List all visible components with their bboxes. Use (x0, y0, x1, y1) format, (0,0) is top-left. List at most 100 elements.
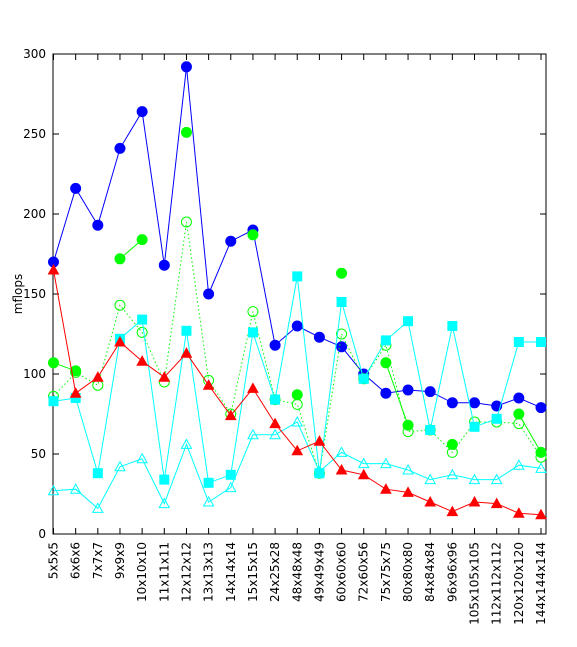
data-point (180, 438, 193, 449)
series-6 (47, 263, 547, 520)
y-tick-label: 100 (23, 367, 46, 381)
data-point (269, 339, 281, 351)
series-line (53, 221, 542, 474)
data-point (335, 463, 348, 475)
data-point (291, 444, 304, 456)
data-point (225, 469, 236, 480)
data-point (92, 219, 104, 231)
x-tick-label: 105x105x105 (468, 542, 482, 625)
data-point (70, 393, 81, 403)
data-point (136, 326, 148, 338)
data-point (313, 435, 326, 446)
data-point (513, 408, 525, 420)
data-point (357, 457, 370, 469)
y-tick-label: 150 (23, 287, 46, 301)
data-point (424, 386, 436, 398)
data-point (513, 337, 524, 347)
data-point (47, 263, 60, 275)
data-point (402, 384, 414, 396)
data-point (180, 126, 192, 138)
data-point (158, 497, 171, 509)
data-point (535, 451, 547, 463)
data-point (247, 306, 259, 318)
data-point (447, 321, 458, 331)
data-point (291, 398, 303, 410)
data-point (225, 235, 237, 247)
data-point (114, 142, 126, 154)
data-point (180, 216, 192, 228)
data-point (314, 468, 325, 479)
data-point (336, 297, 347, 307)
data-point (402, 486, 414, 497)
data-point (158, 371, 171, 382)
data-point (313, 331, 325, 343)
x-tick-label: 9x9x9 (113, 542, 127, 579)
x-tick-label: 7x7x7 (91, 542, 105, 579)
data-point (269, 417, 281, 429)
data-point (535, 508, 547, 520)
x-tick-label: 96x96x96 (445, 542, 459, 602)
data-point (202, 495, 215, 507)
series-4 (48, 271, 546, 488)
data-point (490, 497, 503, 509)
data-point (535, 402, 547, 414)
data-point (513, 392, 525, 404)
data-point (114, 460, 126, 472)
y-tick-label: 200 (23, 207, 46, 221)
data-point (114, 253, 126, 265)
data-point (336, 328, 348, 340)
x-tick-label: 15x15x15 (246, 542, 260, 602)
data-point (491, 413, 502, 424)
x-tick-label: 24x25x28 (268, 542, 282, 602)
series-2 (48, 126, 547, 458)
data-point (91, 502, 104, 513)
data-point (159, 474, 170, 485)
data-point (158, 259, 170, 271)
data-point (202, 379, 215, 390)
x-tick-label: 72x60x56 (357, 542, 371, 602)
x-tick-label: 49x49x49 (312, 542, 326, 602)
x-tick-label: 120x120x120 (512, 542, 526, 625)
data-point (469, 397, 481, 409)
data-point (180, 347, 193, 358)
data-point (92, 468, 103, 479)
data-point (380, 387, 392, 399)
data-point (203, 288, 215, 300)
data-point (402, 426, 414, 438)
x-tick-label: 12x12x12 (179, 542, 193, 602)
data-point (247, 327, 258, 338)
x-tick-label: 144x144x144 (534, 542, 548, 625)
data-point (313, 465, 326, 477)
y-axis-label: mflops (11, 274, 25, 314)
data-point (380, 483, 392, 494)
data-point (292, 271, 303, 282)
x-axis: 5x5x5 6x6x6 7x7x7 9x9x9 10x10x10 11x11x11 12x1… (47, 54, 548, 625)
data-point (136, 452, 148, 464)
series-5 (47, 415, 547, 513)
x-tick-label: 6x6x6 (69, 542, 83, 579)
data-point (513, 418, 525, 430)
data-point (70, 182, 82, 194)
series-1 (48, 61, 547, 414)
series-layer (47, 61, 547, 520)
data-point (424, 473, 437, 485)
data-point (424, 495, 437, 507)
data-point (291, 389, 303, 401)
series-line (53, 421, 542, 510)
data-point (536, 337, 546, 347)
data-point (512, 459, 525, 470)
data-point (335, 446, 348, 457)
data-point (468, 473, 481, 485)
data-point (446, 446, 458, 458)
data-point (114, 299, 126, 311)
x-tick-label: 48x48x48 (290, 542, 304, 602)
x-tick-label: 60x60x60 (335, 542, 349, 602)
x-tick-label: 80x80x80 (401, 542, 415, 602)
data-point (446, 505, 459, 517)
data-point (70, 366, 82, 378)
data-point (224, 409, 237, 421)
data-point (137, 314, 148, 325)
data-point (490, 473, 503, 485)
data-point (425, 425, 436, 435)
